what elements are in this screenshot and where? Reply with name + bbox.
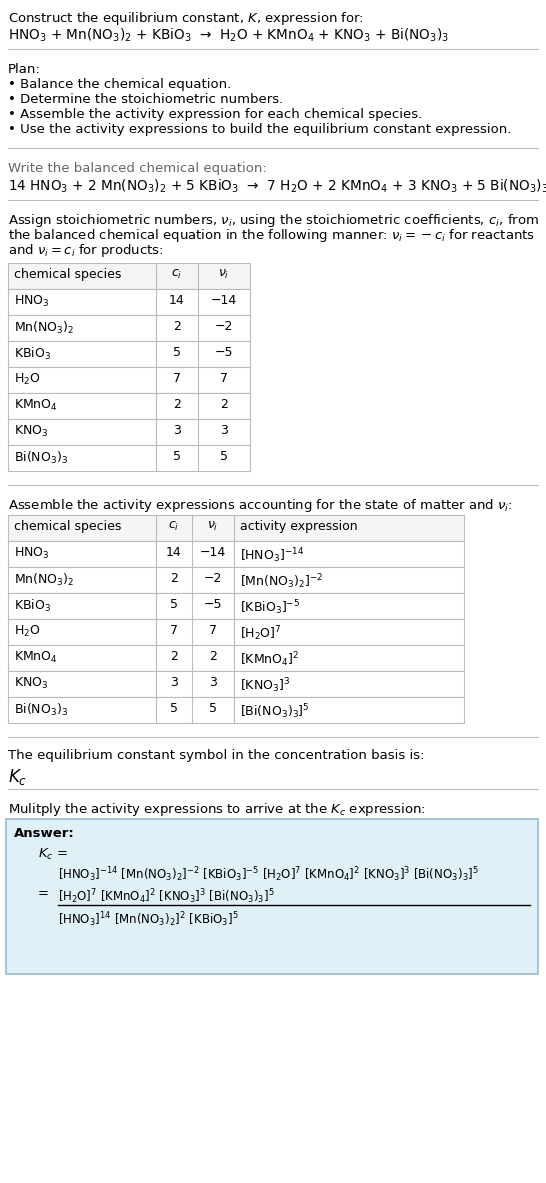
Bar <box>8 367 250 393</box>
Text: Mn(NO$_3$)$_2$: Mn(NO$_3$)$_2$ <box>14 573 74 588</box>
Bar <box>8 315 250 341</box>
Text: [HNO$_3$]$^{-14}$: [HNO$_3$]$^{-14}$ <box>240 547 304 564</box>
Text: =: = <box>38 887 49 900</box>
Text: 5: 5 <box>220 450 228 463</box>
Text: KNO$_3$: KNO$_3$ <box>14 424 49 439</box>
Text: • Use the activity expressions to build the equilibrium constant expression.: • Use the activity expressions to build … <box>8 123 512 136</box>
Text: 5: 5 <box>170 597 178 610</box>
Text: KBiO$_3$: KBiO$_3$ <box>14 597 51 614</box>
Bar <box>8 341 250 367</box>
Text: KMnO$_4$: KMnO$_4$ <box>14 397 58 413</box>
Text: $\nu_i$: $\nu_i$ <box>207 521 219 534</box>
Text: −14: −14 <box>200 547 226 560</box>
Text: Construct the equilibrium constant, $K$, expression for:: Construct the equilibrium constant, $K$,… <box>8 9 364 27</box>
Text: Assemble the activity expressions accounting for the state of matter and $\nu_i$: Assemble the activity expressions accoun… <box>8 497 513 513</box>
Text: 2: 2 <box>173 397 181 411</box>
Text: 14 HNO$_3$ + 2 Mn(NO$_3$)$_2$ + 5 KBiO$_3$  →  7 H$_2$O + 2 KMnO$_4$ + 3 KNO$_3$: 14 HNO$_3$ + 2 Mn(NO$_3$)$_2$ + 5 KBiO$_… <box>8 177 546 195</box>
Bar <box>8 419 250 445</box>
Text: HNO$_3$: HNO$_3$ <box>14 547 50 561</box>
Text: 3: 3 <box>170 675 178 689</box>
Text: • Assemble the activity expression for each chemical species.: • Assemble the activity expression for e… <box>8 108 422 121</box>
Text: KMnO$_4$: KMnO$_4$ <box>14 649 58 665</box>
Text: 2: 2 <box>173 319 181 332</box>
Text: [KBiO$_3$]$^{-5}$: [KBiO$_3$]$^{-5}$ <box>240 597 300 616</box>
Text: 5: 5 <box>173 450 181 463</box>
Text: Plan:: Plan: <box>8 63 41 76</box>
Text: [HNO$_3$]$^{14}$ [Mn(NO$_3$)$_2$]$^2$ [KBiO$_3$]$^5$: [HNO$_3$]$^{14}$ [Mn(NO$_3$)$_2$]$^2$ [K… <box>58 910 239 929</box>
Text: 5: 5 <box>209 702 217 715</box>
Text: [HNO$_3$]$^{-14}$ [Mn(NO$_3$)$_2$]$^{-2}$ [KBiO$_3$]$^{-5}$ [H$_2$O]$^7$ [KMnO$_: [HNO$_3$]$^{-14}$ [Mn(NO$_3$)$_2$]$^{-2}… <box>58 865 479 884</box>
Text: and $\nu_i = c_i$ for products:: and $\nu_i = c_i$ for products: <box>8 243 164 259</box>
Text: • Determine the stoichiometric numbers.: • Determine the stoichiometric numbers. <box>8 93 283 106</box>
Text: Answer:: Answer: <box>14 827 75 840</box>
Text: KBiO$_3$: KBiO$_3$ <box>14 345 51 362</box>
Text: [H$_2$O]$^7$ [KMnO$_4$]$^2$ [KNO$_3$]$^3$ [Bi(NO$_3$)$_3$]$^5$: [H$_2$O]$^7$ [KMnO$_4$]$^2$ [KNO$_3$]$^3… <box>58 887 275 906</box>
Text: HNO$_3$: HNO$_3$ <box>14 295 50 309</box>
Text: KNO$_3$: KNO$_3$ <box>14 675 49 691</box>
Text: Assign stoichiometric numbers, $\nu_i$, using the stoichiometric coefficients, $: Assign stoichiometric numbers, $\nu_i$, … <box>8 212 539 230</box>
Text: H$_2$O: H$_2$O <box>14 371 40 387</box>
Text: [KNO$_3$]$^3$: [KNO$_3$]$^3$ <box>240 675 290 694</box>
Bar <box>8 289 250 315</box>
Text: [KMnO$_4$]$^2$: [KMnO$_4$]$^2$ <box>240 649 299 668</box>
Text: [H$_2$O]$^7$: [H$_2$O]$^7$ <box>240 623 282 642</box>
Bar <box>8 593 464 619</box>
Text: 2: 2 <box>220 397 228 411</box>
Bar <box>8 619 464 645</box>
Text: $K_c$: $K_c$ <box>8 767 27 787</box>
Text: 2: 2 <box>170 649 178 662</box>
Text: −5: −5 <box>204 597 222 610</box>
Text: 14: 14 <box>169 295 185 308</box>
Text: −14: −14 <box>211 295 237 308</box>
Text: 7: 7 <box>173 371 181 384</box>
Bar <box>8 645 464 671</box>
Text: chemical species: chemical species <box>14 269 121 282</box>
Text: $K_c$ =: $K_c$ = <box>38 847 68 862</box>
Text: 7: 7 <box>209 623 217 636</box>
Bar <box>8 515 464 541</box>
Text: 14: 14 <box>166 547 182 560</box>
Text: Bi(NO$_3$)$_3$: Bi(NO$_3$)$_3$ <box>14 702 68 718</box>
Text: 2: 2 <box>209 649 217 662</box>
Text: 3: 3 <box>209 675 217 689</box>
Text: [Bi(NO$_3$)$_3$]$^5$: [Bi(NO$_3$)$_3$]$^5$ <box>240 702 310 720</box>
Text: −2: −2 <box>215 319 233 332</box>
Text: [Mn(NO$_3$)$_2$]$^{-2}$: [Mn(NO$_3$)$_2$]$^{-2}$ <box>240 573 324 590</box>
Text: Bi(NO$_3$)$_3$: Bi(NO$_3$)$_3$ <box>14 450 68 466</box>
Text: 7: 7 <box>170 623 178 636</box>
Text: 3: 3 <box>220 424 228 437</box>
Bar <box>8 393 250 419</box>
Bar <box>8 567 464 593</box>
Text: activity expression: activity expression <box>240 521 358 534</box>
Bar <box>6 819 538 974</box>
Text: Mulitply the activity expressions to arrive at the $K_c$ expression:: Mulitply the activity expressions to arr… <box>8 801 426 817</box>
Text: 2: 2 <box>170 573 178 586</box>
Text: HNO$_3$ + Mn(NO$_3$)$_2$ + KBiO$_3$  →  H$_2$O + KMnO$_4$ + KNO$_3$ + Bi(NO$_3$): HNO$_3$ + Mn(NO$_3$)$_2$ + KBiO$_3$ → H$… <box>8 27 449 45</box>
Text: −2: −2 <box>204 573 222 586</box>
Bar <box>8 445 250 471</box>
Text: Write the balanced chemical equation:: Write the balanced chemical equation: <box>8 162 267 175</box>
Text: Mn(NO$_3$)$_2$: Mn(NO$_3$)$_2$ <box>14 319 74 336</box>
Text: The equilibrium constant symbol in the concentration basis is:: The equilibrium constant symbol in the c… <box>8 749 424 762</box>
Text: 5: 5 <box>170 702 178 715</box>
Text: 7: 7 <box>220 371 228 384</box>
Text: chemical species: chemical species <box>14 521 121 534</box>
Text: 3: 3 <box>173 424 181 437</box>
Bar <box>8 697 464 723</box>
Bar <box>8 263 250 289</box>
Text: $c_i$: $c_i$ <box>168 521 180 534</box>
Text: H$_2$O: H$_2$O <box>14 623 40 639</box>
Text: 5: 5 <box>173 345 181 358</box>
Text: −5: −5 <box>215 345 233 358</box>
Text: $c_i$: $c_i$ <box>171 269 182 282</box>
Bar <box>8 541 464 567</box>
Text: • Balance the chemical equation.: • Balance the chemical equation. <box>8 78 232 91</box>
Text: $\nu_i$: $\nu_i$ <box>218 269 230 282</box>
Text: the balanced chemical equation in the following manner: $\nu_i = -c_i$ for react: the balanced chemical equation in the fo… <box>8 227 535 244</box>
Bar <box>8 671 464 697</box>
